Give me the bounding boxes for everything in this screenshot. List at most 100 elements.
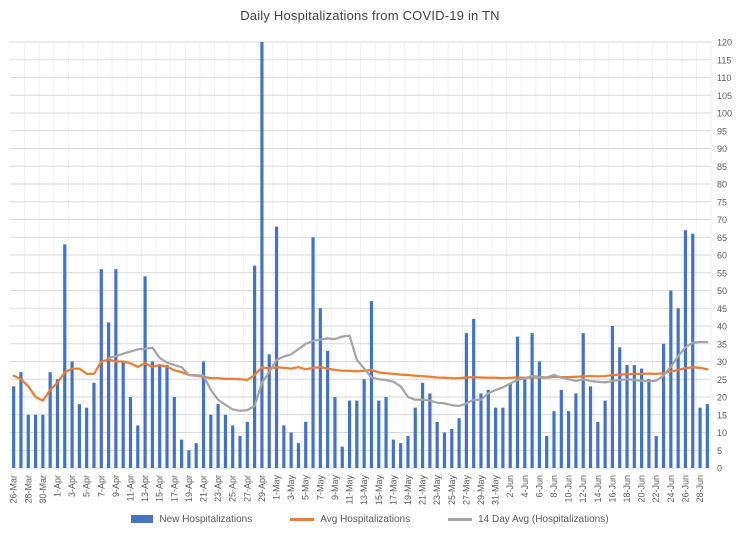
bar-new-hospitalizations (647, 379, 651, 468)
bar-new-hospitalizations (48, 372, 52, 468)
bar-new-hospitalizations (391, 439, 395, 468)
x-axis-tick-label: 5-May (301, 475, 311, 501)
bar-new-hospitalizations (632, 365, 636, 468)
bar-new-hospitalizations (282, 425, 286, 468)
y-axis-tick-label: 40 (717, 322, 727, 332)
y-axis-tick-label: 35 (717, 339, 727, 349)
bar-new-hospitalizations (77, 404, 81, 468)
bar-new-hospitalizations (559, 389, 563, 468)
bar-new-hospitalizations (406, 436, 410, 468)
y-axis-tick-label: 0 (717, 464, 722, 474)
chart-plot-area: 0 5 10 15 20 25 30 35 40 45 50 55 60 65 70 75 80 85 90 95 10… (9, 38, 732, 506)
bar-new-hospitalizations (428, 393, 432, 468)
bar-new-hospitalizations (625, 365, 629, 468)
bar-new-hospitalizations (669, 290, 673, 468)
bar-new-hospitalizations (304, 421, 308, 468)
bar-new-hospitalizations (508, 382, 512, 468)
bar-new-hospitalizations (33, 414, 38, 468)
bar-new-hospitalizations (63, 244, 67, 468)
x-axis-tick-label: 30-Mar (38, 475, 48, 504)
y-axis-tick-label: 75 (717, 197, 727, 207)
x-axis-tick-label: 14-Jun (593, 475, 603, 503)
chart-title: Daily Hospitalizations from COVID-19 in … (240, 8, 500, 23)
y-axis-tick-label: 80 (717, 180, 727, 190)
legend-label-avg-hospitalizations: Avg Hospitalizations (320, 513, 411, 525)
x-axis-tick-label: 23-May (432, 475, 442, 505)
bar-new-hospitalizations (442, 432, 447, 468)
bar-new-hospitalizations (92, 382, 96, 468)
bar-new-hospitalizations (523, 379, 527, 468)
bar-new-hospitalizations (296, 443, 301, 468)
x-axis-tick-label: 7-May (315, 475, 325, 501)
y-axis-tick-label: 90 (717, 144, 727, 154)
bar-new-hospitalizations (333, 397, 337, 468)
bar-new-hospitalizations (691, 233, 695, 468)
y-axis-tick-label: 30 (717, 357, 727, 367)
x-axis-tick-label: 26-Jun (680, 475, 690, 503)
bar-new-hospitalizations (260, 42, 264, 468)
bar-new-hospitalizations (216, 404, 220, 468)
bar-new-hospitalizations (326, 350, 330, 468)
bar-new-hospitalizations (472, 318, 476, 468)
y-axis-tick-label: 45 (717, 304, 727, 314)
bar-new-hospitalizations (253, 265, 257, 468)
bar-new-hospitalizations (70, 361, 74, 468)
y-axis-tick-label: 100 (717, 109, 732, 119)
bar-new-hospitalizations (581, 333, 585, 468)
bar-new-hospitalizations (12, 386, 16, 468)
bar-new-hospitalizations (106, 322, 111, 468)
x-axis-tick-label: 9-May (330, 475, 340, 501)
bar-new-hospitalizations (705, 404, 709, 468)
x-axis-tick-label: 1-May (272, 475, 282, 501)
bar-new-hospitalizations (26, 414, 30, 468)
avg14-line-swatch-icon (448, 517, 473, 521)
x-axis-tick-label: 12-Jun (578, 475, 588, 503)
bar-new-hospitalizations (114, 269, 118, 468)
y-axis-tick-label: 115 (717, 55, 731, 65)
bar-new-hospitalizations (362, 379, 366, 468)
bar-new-hospitalizations (267, 354, 271, 468)
x-axis-tick-label: 2-Jun (505, 475, 515, 498)
bar-new-hospitalizations (355, 400, 359, 468)
x-axis-tick-label: 23-Apr (213, 475, 223, 502)
bar-new-hospitalizations (501, 407, 505, 468)
bar-new-hospitalizations (435, 421, 439, 468)
bar-new-hospitalizations (209, 414, 213, 468)
bar-new-hospitalizations (552, 411, 556, 468)
x-axis-tick-label: 25-May (447, 475, 457, 505)
x-axis-tick-label: 5-Apr (82, 475, 92, 497)
x-axis-tick-label: 1-Apr (52, 475, 62, 497)
x-axis-tick-label: 17-Apr (169, 475, 179, 502)
avg-hospitalizations-line (12, 358, 709, 402)
legend-label-14day-avg: 14 Day Avg (Hospitalizations) (478, 513, 609, 525)
bar-new-hospitalizations (347, 400, 352, 468)
x-axis-tick-label: 3-May (286, 475, 296, 501)
x-axis-tick-label: 17-May (388, 475, 398, 505)
bar-new-hospitalizations (479, 393, 483, 468)
x-axis-tick-label: 19-Apr (184, 475, 194, 502)
x-axis-tick-label: 31-May (491, 475, 501, 505)
bar-new-hospitalizations (610, 326, 615, 468)
x-axis-tick-label: 7-Apr (96, 475, 106, 497)
x-axis-tick-label: 4-Jun (520, 475, 530, 498)
bar-new-hospitalizations (377, 400, 381, 468)
bar-new-hospitalizations (150, 361, 154, 468)
bar-new-hospitalizations (545, 436, 549, 468)
x-axis-tick-label: 28-Jun (695, 475, 705, 503)
bar-new-hospitalizations (537, 361, 542, 468)
x-axis-tick-label: 3-Apr (67, 475, 77, 497)
y-axis-tick-label: 15 (717, 410, 727, 420)
y-axis-tick-label: 65 (717, 233, 727, 243)
bar-new-hospitalizations (238, 436, 242, 468)
bar-new-hospitalizations (603, 400, 607, 468)
x-axis-tick-label: 21-Apr (199, 475, 209, 502)
bar-new-hospitalizations (450, 428, 454, 468)
y-axis-tick-label: 5 (717, 446, 722, 456)
x-axis-tick-label: 13-May (359, 475, 369, 505)
avg-line-swatch-icon (290, 517, 315, 521)
y-axis-tick-label: 10 (717, 428, 727, 438)
bar-new-hospitalizations (311, 237, 315, 468)
bar-new-hospitalizations (369, 301, 374, 468)
bar-new-hospitalizations (274, 226, 279, 468)
